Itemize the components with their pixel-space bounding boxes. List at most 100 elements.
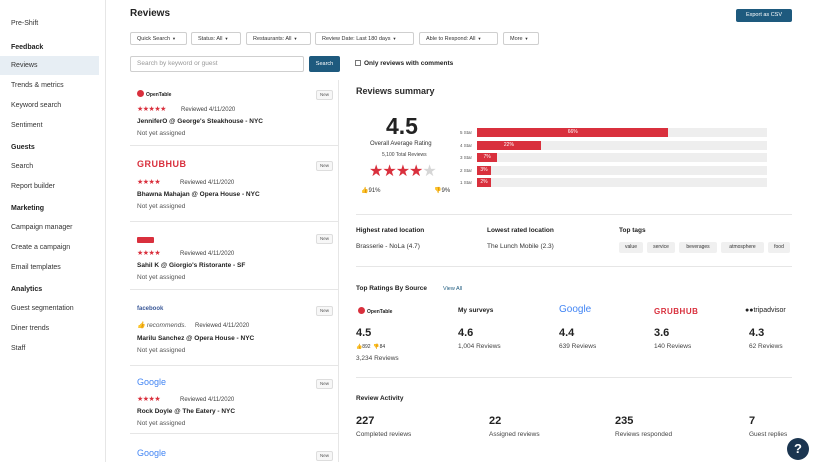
help-icon[interactable]: ? [787, 438, 809, 460]
sidebar-item-report-builder[interactable]: Report builder [11, 183, 55, 190]
opentable-dot-icon [358, 307, 365, 314]
activity-label: Reviews responded [615, 431, 673, 438]
sidebar-heading-analytics: Analytics [11, 286, 43, 293]
sidebar-item-pre-shift[interactable]: Pre-Shift [11, 20, 39, 27]
sidebar-item-keyword-search[interactable]: Keyword search [11, 102, 62, 109]
rating-bar-fill: 7% [477, 153, 498, 162]
rating-bar-label: 3 Star [460, 155, 473, 160]
review-date: Reviewed 4/11/2020 [180, 251, 235, 257]
rating-bar-fill: 66% [477, 128, 669, 137]
reviewer-name[interactable]: Sahil K @ Giorgio's Ristorante - SF [137, 262, 246, 269]
comments-only-checkbox[interactable]: Only reviews with comments [355, 60, 453, 67]
tag-chip[interactable]: service [647, 242, 675, 253]
reviewer-name[interactable]: JenniferO @ George's Steakhouse - NYC [137, 118, 264, 125]
tag-chip[interactable]: value [619, 242, 643, 253]
overall-rating-value: 4.5 [386, 113, 418, 139]
caret-down-icon: ▼ [172, 36, 176, 41]
new-badge: New [316, 451, 333, 461]
opentable-dot-icon [137, 90, 144, 97]
opentable-logo: OpenTable [137, 90, 171, 98]
review-card[interactable]: Google New ★★★★ Reviewed 4/11/2020 Rock … [130, 366, 339, 434]
sidebar-item-create-campaign[interactable]: Create a campaign [11, 244, 71, 251]
sidebar-item-diner-trends[interactable]: Diner trends [11, 325, 50, 332]
new-badge: New [316, 234, 333, 244]
rating-bar-track: 2% [477, 178, 767, 187]
rating-bar-label: 5 Star [460, 130, 473, 135]
review-card[interactable]: OpenTable New ★★★★★ Reviewed 4/11/2020 J… [130, 80, 339, 146]
total-reviews: 5,100 Total Reviews [382, 152, 427, 158]
review-card[interactable]: GRUBHUB New ★★★★ Reviewed 4/11/2020 Bhaw… [130, 146, 339, 222]
filter-label: Review Date: Last 180 days [322, 36, 391, 42]
search-button[interactable]: Search [309, 56, 340, 72]
sidebar-item-search[interactable]: Search [11, 163, 34, 170]
source-review-count: 62 Reviews [749, 343, 783, 350]
thumbs-down-icon: 👎 [434, 188, 442, 194]
filter-review-date[interactable]: Review Date: Last 180 days ▼ [315, 32, 414, 45]
sidebar-item-campaign-manager[interactable]: Campaign manager [11, 224, 73, 231]
checkbox-label: Only reviews with comments [364, 60, 454, 67]
tag-chip[interactable]: beverages [679, 242, 717, 253]
export-csv-button[interactable]: Export as CSV [736, 9, 792, 22]
summary-title: Reviews summary [356, 86, 435, 96]
rating-bar-fill: 22% [477, 140, 541, 150]
divider [356, 266, 792, 267]
google-logo: Google [137, 377, 167, 387]
owl-icon: ●● [745, 307, 754, 314]
filter-restaurants[interactable]: Restaurants: All ▼ [246, 32, 311, 45]
overall-star-rating: ★★★★★ [369, 161, 437, 181]
activity-label: Completed reviews [356, 431, 412, 438]
assignment-status: Not yet assigned [137, 420, 186, 427]
review-date: Reviewed 4/11/2020 [180, 397, 235, 403]
source-review-count: 140 Reviews [654, 343, 692, 350]
rating-bar-label: 2 Star [460, 167, 473, 173]
source-review-count: 1,004 Reviews [458, 343, 501, 350]
review-date: Reviewed 4/11/2020 [195, 323, 250, 329]
view-all-link[interactable]: View All [443, 286, 463, 292]
sidebar-item-staff[interactable]: Staff [11, 345, 26, 352]
source-my-surveys[interactable]: My surveys [458, 307, 494, 314]
review-card[interactable]: facebook New 👍 recommends. Reviewed 4/11… [130, 290, 339, 366]
filter-able-to-respond[interactable]: Able to Respond: All ▼ [419, 32, 498, 45]
source-opentable[interactable]: OpenTable [358, 307, 392, 315]
facebook-logo: facebook [137, 306, 164, 312]
review-card[interactable]: Google New [130, 434, 339, 462]
opentable-thumbs: 👍892 👎84 [356, 344, 386, 350]
sidebar-item-email-templates[interactable]: Email templates [11, 264, 61, 271]
rating-bar-track: 3% [477, 165, 767, 175]
rating-bar-track: 66% [477, 128, 767, 137]
filter-quick-search[interactable]: Quick Search ▼ [130, 32, 187, 45]
top-ratings-title: Top Ratings By Source [356, 285, 428, 292]
filter-status[interactable]: Status: All ▼ [191, 32, 241, 45]
thumbs-up-percent: 👍91% [361, 188, 381, 194]
source-logo [137, 237, 154, 243]
source-grubhub[interactable]: GRUBHUB [654, 307, 699, 316]
reviewer-name[interactable]: Rock Doyle @ The Eatery - NYC [137, 408, 236, 415]
sidebar-item-guest-segmentation[interactable]: Guest segmentation [11, 305, 74, 312]
lowest-location-value: The Lunch Mobile (2.3) [487, 243, 554, 250]
sidebar-item-sentiment[interactable]: Sentiment [11, 122, 43, 129]
activity-value: 235 [615, 415, 634, 427]
reviewer-name[interactable]: Bhawna Mahajan @ Opera House - NYC [137, 191, 260, 198]
source-tripadvisor[interactable]: ●●tripadvisor [745, 307, 786, 314]
rating-bar-label: 4 Star [460, 142, 473, 148]
source-score: 4.4 [559, 327, 575, 339]
tag-chip[interactable]: food [768, 242, 790, 253]
sidebar-item-reviews[interactable]: Reviews [11, 62, 38, 69]
sidebar-item-trends-metrics[interactable]: Trends & metrics [11, 82, 64, 89]
page-title: Reviews [130, 8, 171, 19]
star-rating: ★★★★★ [137, 106, 166, 113]
sidebar-heading-marketing: Marketing [11, 205, 45, 212]
thumbs-up-icon: 👍 [361, 188, 369, 194]
divider [356, 214, 792, 215]
review-card[interactable]: New ★★★★ Reviewed 4/11/2020 Sahil K @ Gi… [130, 222, 339, 290]
assignment-status: Not yet assigned [137, 347, 186, 354]
review-date: Reviewed 4/11/2020 [181, 107, 236, 113]
tag-chip[interactable]: atmosphere [721, 242, 764, 253]
checkbox-box[interactable] [355, 60, 361, 66]
filter-more[interactable]: More ▼ [503, 32, 539, 45]
caret-down-icon: ▼ [293, 36, 298, 41]
rating-bar-fill: 2% [477, 178, 491, 187]
reviewer-name[interactable]: Marilu Sanchez @ Opera House - NYC [137, 335, 255, 342]
search-input[interactable]: Search by keyword or guest [130, 56, 304, 72]
source-google[interactable]: Google [559, 304, 592, 315]
